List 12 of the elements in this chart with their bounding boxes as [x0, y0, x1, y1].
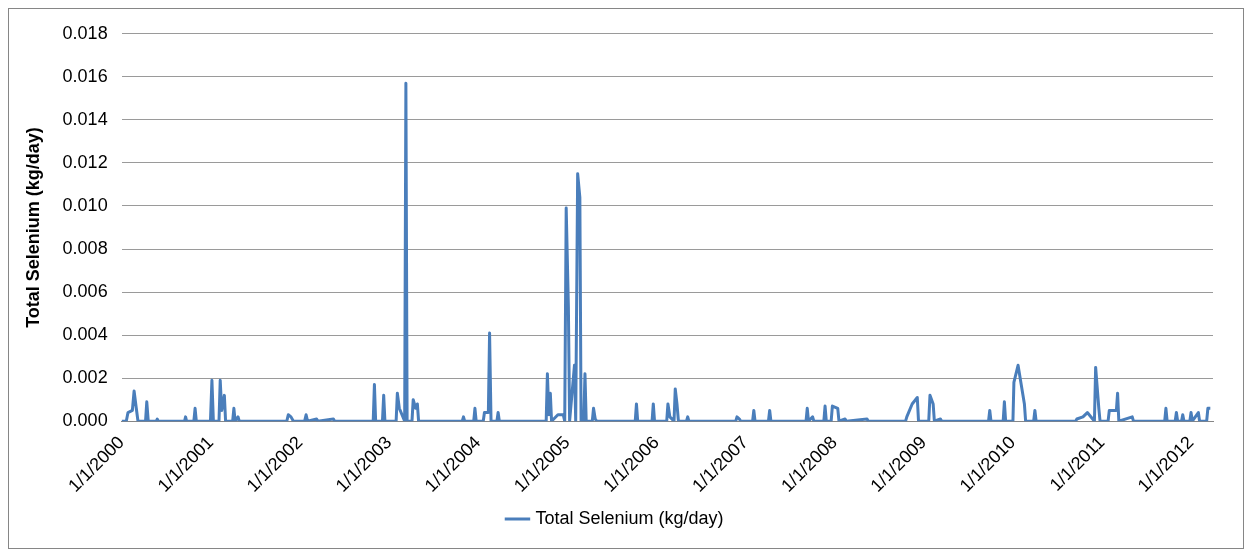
y-tick-label: 0.000 — [62, 410, 108, 431]
y-axis-title: Total Selenium (kg/day) — [22, 127, 43, 328]
y-tick-label: 0.014 — [62, 108, 108, 129]
y-tick-label: 0.016 — [62, 65, 108, 86]
y-tick-label: 0.012 — [62, 151, 108, 172]
y-tick-label: 0.006 — [62, 281, 108, 302]
y-tick-label: 0.018 — [62, 22, 108, 43]
y-tick-label: 0.010 — [62, 194, 108, 215]
y-tick-label: 0.004 — [62, 324, 108, 345]
legend-label: Total Selenium (kg/day) — [535, 507, 724, 528]
y-tick-label: 0.002 — [62, 367, 108, 388]
y-tick-label: 0.008 — [62, 237, 108, 258]
